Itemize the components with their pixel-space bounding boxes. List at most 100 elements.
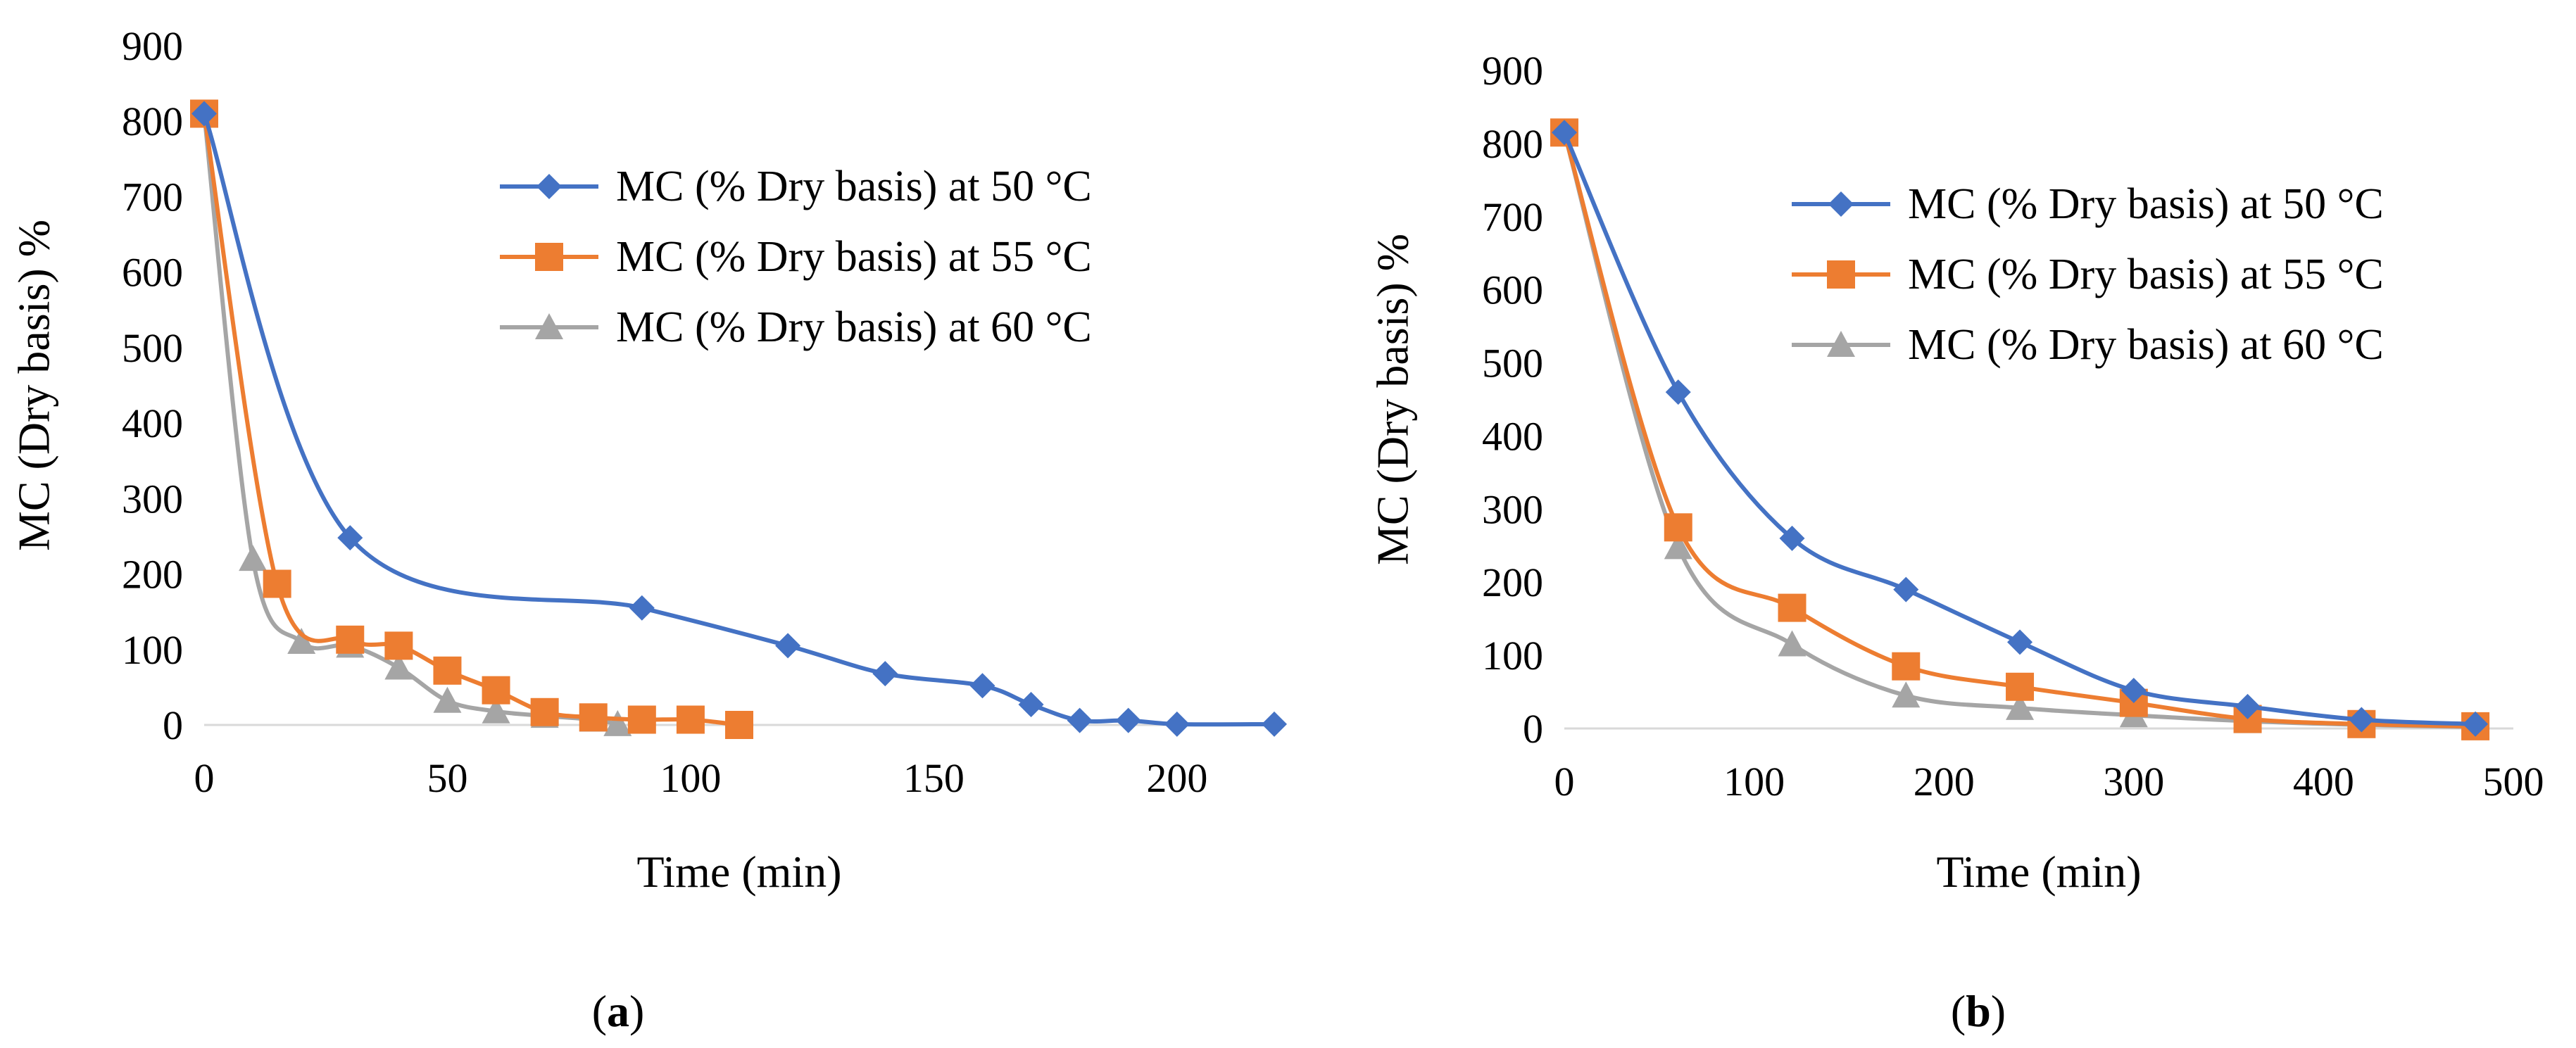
data-point-square: [725, 711, 753, 739]
legend-label: MC (% Dry basis) at 55 °C: [616, 233, 1092, 281]
data-point-diamond: [775, 633, 801, 659]
data-point-diamond: [191, 101, 217, 127]
y-tick-label: 300: [122, 476, 183, 522]
data-point-square: [579, 703, 608, 732]
chart-a: 0 100 200 300 400 500 600 700 800 900 0 50 100 150 200…: [9, 23, 1287, 897]
legend-label: MC (% Dry basis) at 60 °C: [616, 303, 1092, 351]
y-tick-label: 500: [122, 325, 183, 371]
data-point-triangle: [482, 697, 510, 724]
data-point-square: [530, 697, 559, 726]
x-tick-label: 500: [2483, 759, 2544, 804]
x-tick-label: 0: [1554, 759, 1575, 804]
legend-marker-diamond: [536, 174, 562, 199]
data-point-diamond: [2463, 711, 2489, 737]
data-point-diamond: [1893, 576, 1919, 602]
legend-label: MC (% Dry basis) at 60 °C: [1908, 321, 2384, 369]
data-point-triangle: [433, 686, 462, 713]
caption-a-close: ): [629, 986, 645, 1036]
data-point-diamond: [1067, 707, 1093, 733]
data-point-triangle: [239, 545, 268, 572]
data-point-diamond: [2235, 693, 2261, 719]
y-tick-label: 200: [122, 552, 183, 598]
x-tick-label: 200: [1146, 755, 1207, 801]
data-point-triangle: [1664, 533, 1692, 560]
data-point-square: [1892, 652, 1921, 681]
data-point-diamond: [1665, 379, 1691, 405]
legend-marker-triangle: [1827, 331, 1855, 357]
caption-b-close: ): [1990, 986, 2006, 1036]
caption-b-letter: b: [1966, 986, 1991, 1036]
data-point-square: [627, 705, 656, 734]
data-point-square: [336, 625, 365, 654]
y-tick-label: 400: [1482, 413, 1543, 459]
y-tick-label: 700: [1482, 194, 1543, 240]
data-point-square: [1778, 593, 1807, 622]
caption-a-open: (: [591, 986, 607, 1036]
legend-label: MC (% Dry basis) at 55 °C: [1908, 251, 2384, 298]
data-point-square: [263, 569, 291, 598]
x-tick-label: 100: [1723, 759, 1785, 804]
y-tick-label: 100: [1482, 633, 1543, 678]
legend-marker-square: [1827, 260, 1855, 289]
y-tick-label: 900: [1482, 48, 1543, 94]
data-point-triangle: [603, 709, 632, 736]
x-axis-title: Time (min): [1937, 847, 2142, 897]
data-point-diamond: [1018, 692, 1044, 718]
data-point-diamond: [1262, 711, 1287, 737]
data-point-square: [2006, 672, 2035, 701]
data-point-square: [1664, 513, 1692, 542]
data-point-diamond: [629, 595, 655, 621]
legend-marker-triangle: [535, 313, 563, 339]
y-tick-label: 0: [1523, 706, 1543, 752]
x-tick-label: 400: [2293, 759, 2354, 804]
series-diamond: [1552, 120, 2489, 737]
data-point-diamond: [1552, 120, 1577, 146]
series-diamond: [191, 101, 1287, 737]
data-point-diamond: [1779, 525, 1805, 551]
caption-b-open: (: [1950, 986, 1966, 1036]
chart-b: 0 100 200 300 400 500 600 700 800 900 0 100 200 300 40…: [1368, 48, 2544, 897]
y-tick-label: 200: [1482, 560, 1543, 605]
x-tick-label: 150: [903, 755, 965, 801]
x-tick-label: 100: [660, 755, 721, 801]
y-tick-label: 500: [1482, 341, 1543, 386]
y-axis-title: MC (Dry basis) %: [1368, 234, 1418, 565]
data-point-triangle: [1892, 681, 1921, 708]
data-point-square: [433, 656, 462, 685]
x-tick-label: 0: [194, 755, 215, 801]
y-tick-label: 600: [1482, 267, 1543, 313]
data-point-diamond: [2121, 677, 2147, 703]
data-point-triangle: [1778, 630, 1807, 657]
y-tick-label: 600: [122, 250, 183, 296]
y-tick-label: 700: [122, 174, 183, 220]
x-tick-label: 200: [1914, 759, 1975, 804]
x-tick-label: 50: [427, 755, 467, 801]
series-line: [1562, 130, 2478, 728]
x-tick-label: 300: [2103, 759, 2164, 804]
legend-marker-diamond: [1828, 191, 1854, 217]
x-axis-title: Time (min): [637, 847, 842, 897]
caption-b: (b): [1908, 985, 2049, 1037]
y-tick-label: 800: [1482, 121, 1543, 167]
legend-label: MC (% Dry basis) at 50 °C: [1908, 180, 2384, 228]
data-point-diamond: [337, 525, 363, 551]
data-point-diamond: [2007, 629, 2033, 655]
y-tick-label: 800: [122, 99, 183, 144]
series-square: [1550, 118, 2490, 740]
data-point-square: [384, 631, 413, 660]
y-tick-label: 900: [122, 23, 183, 69]
y-tick-label: 100: [122, 627, 183, 673]
caption-a: (a): [548, 985, 689, 1037]
caption-a-letter: a: [607, 986, 629, 1036]
data-point-diamond: [872, 661, 898, 687]
legend-label: MC (% Dry basis) at 50 °C: [616, 163, 1092, 210]
legend-marker-square: [535, 243, 563, 271]
data-point-diamond: [2349, 707, 2375, 733]
data-point-diamond: [1164, 711, 1190, 737]
y-tick-label: 300: [1482, 486, 1543, 532]
data-point-triangle: [287, 628, 316, 655]
data-point-triangle: [384, 653, 413, 680]
y-tick-label: 0: [163, 702, 183, 748]
y-tick-label: 400: [122, 400, 183, 446]
